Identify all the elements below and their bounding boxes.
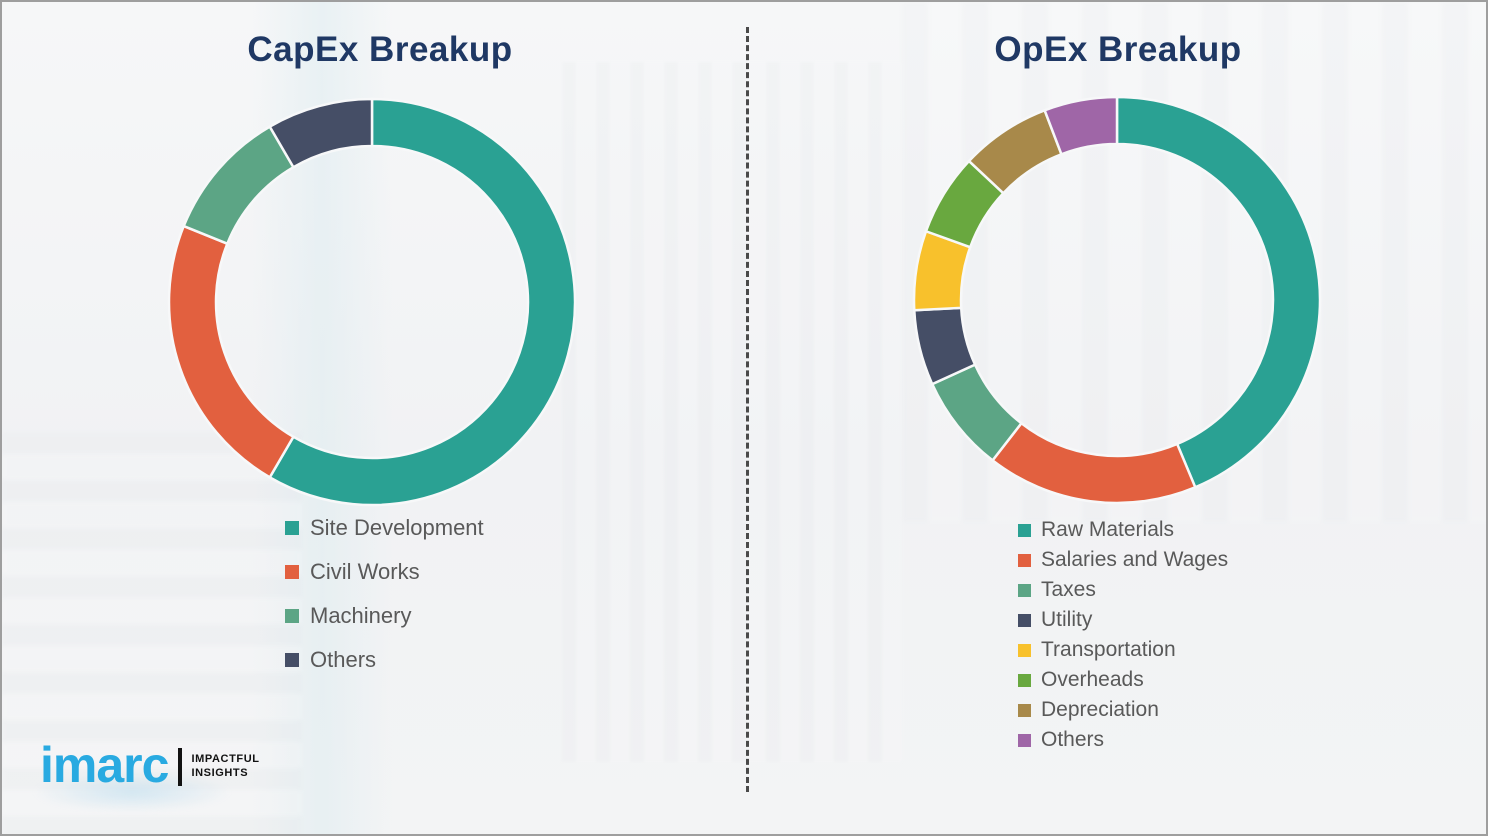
legend-label: Taxes — [1041, 578, 1096, 601]
opex-title: OpEx Breakup — [994, 30, 1242, 69]
legend-label: Depreciation — [1041, 698, 1159, 721]
imarc-logo: imarc IMPACTFUL INSIGHTS — [40, 740, 260, 794]
legend-item-others: Others — [285, 647, 484, 672]
legend-swatch-icon — [285, 521, 299, 535]
imarc-brand-text: imarc — [40, 737, 169, 793]
dashed-divider-line — [746, 27, 749, 792]
capex-title: CapEx Breakup — [247, 30, 513, 69]
logo-tagline: IMPACTFUL INSIGHTS — [191, 753, 259, 781]
legend-swatch-icon — [285, 653, 299, 667]
donut-segment-salaries-and-wages — [991, 422, 1197, 505]
donut-segment-others — [268, 97, 374, 169]
legend-label: Site Development — [310, 515, 484, 540]
legend-label: Utility — [1041, 608, 1093, 631]
legend-item-taxes: Taxes — [1018, 578, 1228, 602]
logo-divider-bar — [178, 748, 183, 786]
capex-donut-chart — [167, 97, 577, 507]
opex-donut-chart — [912, 95, 1322, 505]
legend-item-utility: Utility — [1018, 608, 1228, 632]
legend-item-machinery: Machinery — [285, 603, 484, 628]
legend-item-raw-materials: Raw Materials — [1018, 518, 1228, 542]
legend-label: Others — [310, 647, 377, 672]
legend-swatch-icon — [1018, 673, 1031, 687]
legend-label: Civil Works — [310, 559, 420, 584]
legend-swatch-icon — [285, 609, 299, 623]
legend-swatch-icon — [1018, 703, 1031, 717]
legend-item-civil-works: Civil Works — [285, 559, 484, 584]
donut-svg — [912, 95, 1322, 505]
legend-item-salaries-and-wages: Salaries and Wages — [1018, 548, 1228, 572]
donut-segment-site-development — [268, 97, 577, 507]
donut-segment-civil-works — [167, 224, 295, 479]
donut-segment-machinery — [182, 125, 295, 245]
background-texture — [562, 62, 902, 762]
legend-item-site-development: Site Development — [285, 515, 484, 540]
legend-label: Overheads — [1041, 668, 1144, 691]
legend-label: Machinery — [310, 603, 412, 628]
legend-item-transportation: Transportation — [1018, 638, 1228, 662]
legend-label: Transportation — [1041, 638, 1176, 661]
legend-item-depreciation: Depreciation — [1018, 698, 1228, 722]
legend-swatch-icon — [1018, 583, 1031, 597]
legend-item-others: Others — [1018, 728, 1228, 752]
legend-swatch-icon — [1018, 733, 1031, 747]
opex-legend: Raw Materials Salaries and Wages Taxes Util… — [1018, 518, 1228, 758]
donut-segment-raw-materials — [1115, 95, 1322, 489]
legend-swatch-icon — [1018, 523, 1031, 537]
donut-segment-others — [1043, 95, 1119, 156]
legend-label: Raw Materials — [1041, 518, 1175, 541]
legend-swatch-icon — [1018, 643, 1031, 657]
logo-tagline-line1: IMPACTFUL — [191, 753, 260, 766]
legend-swatch-icon — [1018, 553, 1031, 567]
logo-tagline-line2: INSIGHTS — [191, 767, 249, 779]
legend-label: Others — [1041, 728, 1105, 751]
donut-svg — [167, 97, 577, 507]
legend-item-overheads: Overheads — [1018, 668, 1228, 692]
legend-swatch-icon — [285, 565, 299, 579]
legend-label: Salaries and Wages — [1041, 548, 1229, 571]
legend-swatch-icon — [1018, 613, 1031, 627]
capex-legend: Site Development Civil Works Machinery Othe… — [285, 515, 484, 692]
